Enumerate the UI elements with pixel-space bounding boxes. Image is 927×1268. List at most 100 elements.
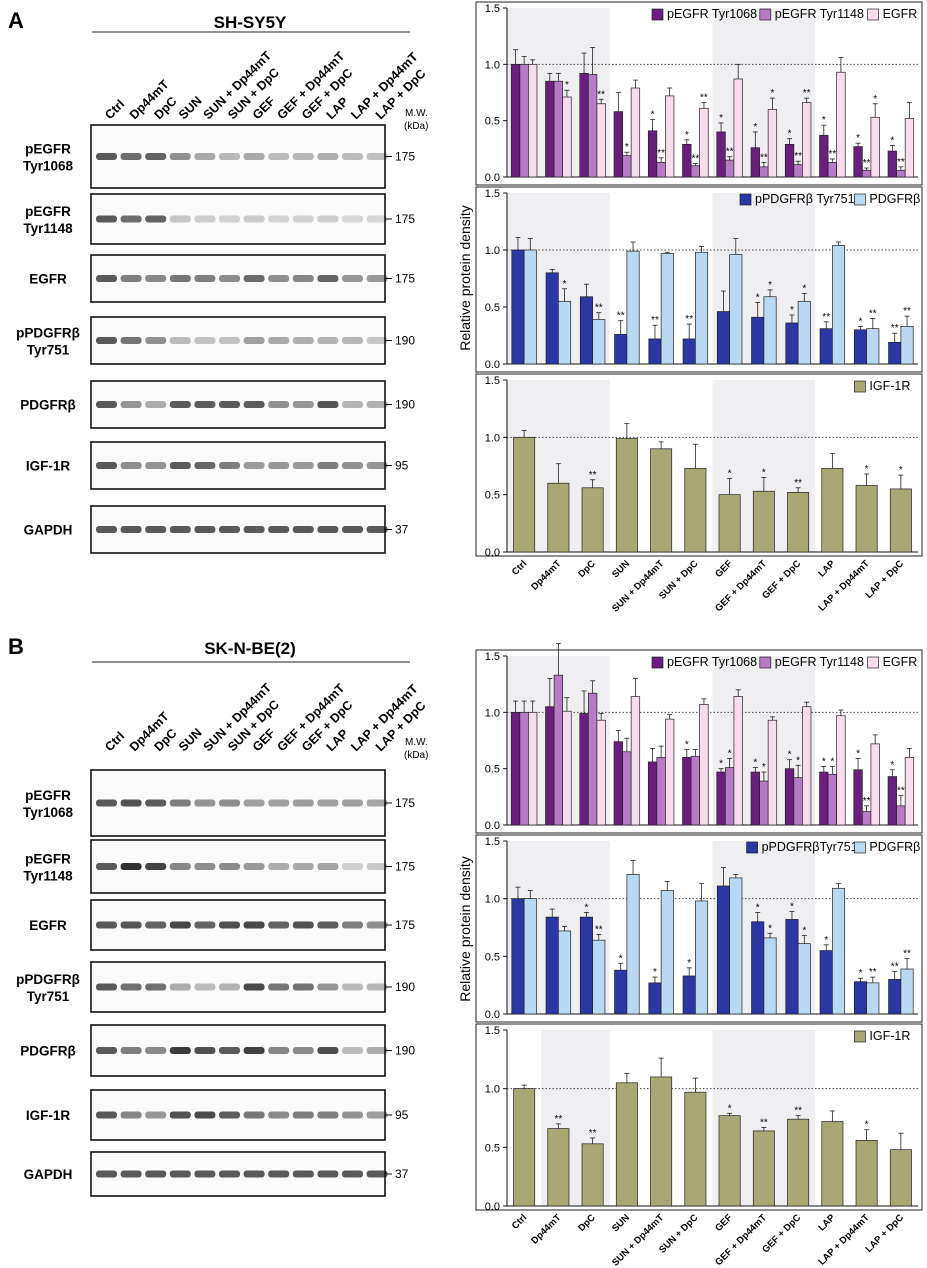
band <box>342 921 363 929</box>
bar <box>626 250 640 365</box>
band <box>194 337 216 344</box>
bar <box>545 916 559 1015</box>
band <box>194 153 216 160</box>
band <box>219 275 240 282</box>
bar <box>510 711 521 826</box>
band <box>194 401 216 408</box>
blot-label: Tyr1068 <box>23 159 74 174</box>
bar <box>579 296 593 365</box>
band <box>268 337 290 344</box>
legend-label: pEGFR Tyr1068 <box>667 7 757 21</box>
bar <box>767 109 778 178</box>
band <box>268 401 290 408</box>
significance-label: * <box>585 903 589 914</box>
bar <box>750 147 760 178</box>
band <box>268 275 290 282</box>
y-tick-label: 1.0 <box>485 894 500 906</box>
significance-label: ** <box>897 786 905 797</box>
band <box>268 1047 290 1054</box>
band <box>317 1111 339 1119</box>
band <box>120 337 142 344</box>
band <box>268 215 290 223</box>
bar <box>718 494 741 553</box>
band <box>169 1170 191 1178</box>
significance-label: ** <box>891 961 899 972</box>
band <box>145 1111 167 1119</box>
bar <box>855 485 878 553</box>
bar <box>615 1082 638 1207</box>
significance-label: * <box>865 1120 869 1131</box>
bar <box>547 1128 570 1207</box>
bar <box>523 898 537 1015</box>
blot-label: pEGFR <box>25 852 71 867</box>
significance-label: ** <box>685 314 693 325</box>
legend-swatch <box>739 193 752 206</box>
y-tick-label: 0.5 <box>485 1142 500 1154</box>
bar <box>579 713 589 826</box>
band <box>243 799 265 807</box>
bar-chart: 0.00.51.01.5***** ******* * *****pPDGFRβTyr… <box>475 834 923 1023</box>
band <box>219 863 240 870</box>
blot-label: PDGFRβ <box>20 1044 76 1059</box>
blot-label: Tyr751 <box>27 343 70 358</box>
y-tick-label: 0.0 <box>485 359 500 371</box>
bar <box>622 751 632 826</box>
band <box>243 153 265 160</box>
significance-label: ** <box>794 478 802 489</box>
band <box>145 1047 167 1054</box>
band <box>120 401 142 408</box>
bar <box>562 96 572 178</box>
blot: EGFR 175 <box>29 899 415 951</box>
blot: PDGFRβ 190 <box>20 1024 415 1077</box>
band <box>317 799 339 807</box>
bar <box>802 102 812 178</box>
significance-label: ** <box>794 151 802 162</box>
bar <box>648 982 662 1015</box>
band <box>292 799 314 807</box>
band <box>292 275 314 282</box>
bar <box>797 300 811 365</box>
band <box>366 401 388 408</box>
legend-swatch <box>867 656 879 669</box>
band <box>317 526 339 533</box>
band <box>342 215 363 223</box>
band <box>120 462 142 469</box>
x-tick-label: GEF <box>713 558 735 580</box>
band <box>292 462 314 469</box>
bar <box>759 780 769 826</box>
significance-label: * <box>859 968 863 979</box>
significance-label: ** <box>597 89 605 100</box>
y-tick-label: 1.5 <box>485 3 500 15</box>
significance-label: ** <box>828 149 836 160</box>
significance-label: ** <box>863 796 871 807</box>
blot: pEGFR Tyr1148 175 <box>23 839 415 894</box>
band <box>292 1047 314 1054</box>
bar <box>832 887 846 1015</box>
legend-label: PDGFRβ <box>869 192 920 206</box>
y-tick-label: 0.5 <box>485 490 500 502</box>
x-tick-label: Dp44mT <box>529 1212 563 1246</box>
significance-label: * <box>685 130 689 141</box>
bar <box>665 95 675 178</box>
significance-label: ** <box>554 1114 562 1125</box>
significance-label: * <box>802 926 806 937</box>
legend-label: PDGFRβ <box>869 840 920 854</box>
band <box>145 921 167 929</box>
y-tick-label: 1.5 <box>485 1025 500 1037</box>
band <box>268 526 290 533</box>
band <box>219 1047 240 1054</box>
lane-label: SUN <box>176 94 205 123</box>
band <box>317 153 339 160</box>
bar <box>513 1088 536 1207</box>
band <box>120 215 142 223</box>
y-tick-label: 0.0 <box>485 1201 500 1213</box>
band <box>243 462 265 469</box>
band <box>169 215 191 223</box>
shaded-group <box>712 8 816 177</box>
significance-label: * <box>728 469 732 480</box>
y-tick-label: 0.0 <box>485 1009 500 1021</box>
y-tick-label: 1.5 <box>485 188 500 200</box>
significance-label: * <box>685 740 689 751</box>
band <box>96 1170 117 1178</box>
